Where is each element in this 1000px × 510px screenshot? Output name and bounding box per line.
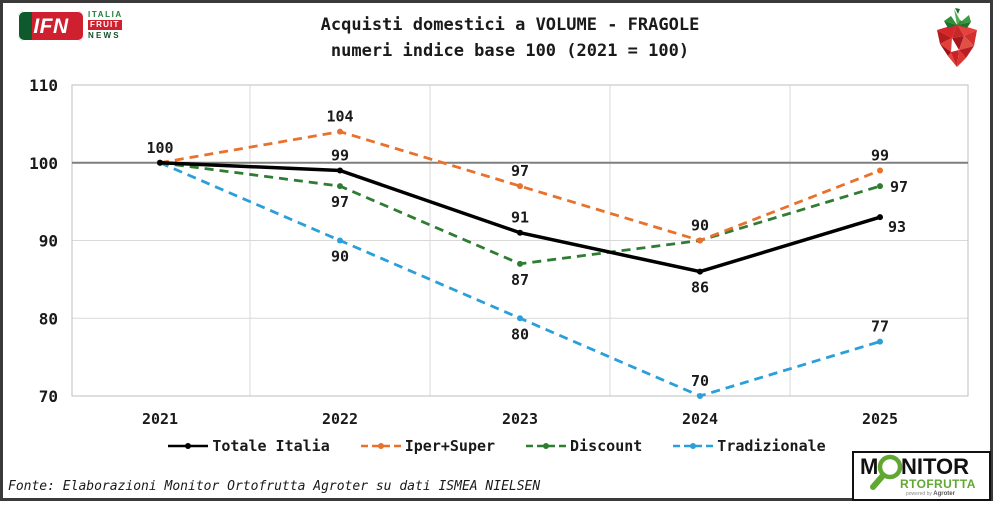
agroter-brand: Agroter — [933, 491, 955, 497]
data-point-label: 99 — [331, 147, 349, 165]
plot-border — [71, 84, 969, 397]
data-point-label: 80 — [511, 325, 529, 343]
y-axis-tick-label: 100 — [29, 154, 58, 173]
source-note: Fonte: Elaborazioni Monitor Ortofrutta A… — [8, 479, 541, 494]
x-axis-category-label: 2021 — [142, 410, 178, 428]
data-point-marker — [697, 393, 703, 399]
magnifier-icon — [870, 454, 903, 490]
legend-line-swatch — [168, 443, 209, 449]
ifn-logo-box: IFN — [18, 11, 84, 41]
data-point-marker — [157, 159, 163, 166]
data-point-label: 87 — [511, 271, 529, 289]
data-point-label: 77 — [871, 318, 889, 336]
chart-title: Acquisti domestici a VOLUME - FRAGOLE — [320, 15, 700, 35]
data-point-marker — [697, 268, 703, 275]
monitor-nitor-letters: NITOR — [901, 454, 970, 479]
data-point-marker — [337, 167, 343, 174]
data-point-marker — [697, 237, 703, 244]
ifn-logo-text: IFN — [33, 14, 69, 38]
data-point-label: 97 — [331, 193, 349, 211]
x-axis-category-label: 2025 — [862, 410, 898, 428]
data-point-marker — [517, 260, 523, 267]
legend-item-totale-italia: Totale Italia — [167, 437, 330, 455]
data-point-marker — [337, 237, 343, 244]
data-point-marker — [517, 315, 523, 322]
y-axis-tick-label: 90 — [39, 232, 58, 251]
legend-label: Iper+Super — [404, 437, 496, 455]
data-point-label: 93 — [888, 218, 906, 236]
ifn-fruit-label: FRUIT — [88, 20, 122, 30]
data-point-label: 70 — [691, 372, 709, 390]
legend-label: Discount — [570, 437, 643, 455]
x-axis-category-label: 2023 — [502, 410, 538, 428]
ifn-logo-side-text: ITALIA FRUIT NEWS — [88, 11, 123, 40]
legend-line-swatch — [360, 443, 401, 449]
y-axis-tick-label: 70 — [39, 387, 58, 406]
strawberry-icon — [937, 8, 977, 67]
chart-subtitle: numeri indice base 100 (2021 = 100) — [330, 41, 690, 61]
data-point-marker — [337, 128, 343, 135]
ifn-logo: IFN ITALIA FRUIT NEWS — [18, 11, 123, 41]
line-chart: 70 80 90 100 110 2021 2022 2023 2024 2025 100 104 99… — [29, 76, 969, 428]
monitor-m-letter: M — [860, 454, 879, 479]
data-point-marker — [517, 229, 523, 236]
data-point-marker — [877, 167, 883, 174]
chart-legend: Totale Italia Iper+Super Discount Tradizion… — [0, 433, 993, 459]
legend-item-iper-super: Iper+Super — [360, 437, 495, 455]
monitor-ortofrutta-logo: M NITOR RTOFRUTTA powered by Agroter — [852, 451, 991, 501]
legend-line-swatch — [673, 443, 714, 449]
data-point-marker — [877, 338, 883, 345]
legend-label: Totale Italia — [212, 437, 330, 455]
data-point-label: 100 — [146, 139, 173, 157]
x-axis-category-label: 2022 — [322, 410, 358, 428]
y-axis-tick-label: 110 — [29, 76, 58, 95]
data-point-label: 91 — [511, 209, 529, 227]
monitor-rtofrutta-letters: RTOFRUTTA — [900, 477, 976, 491]
data-point-marker — [877, 214, 883, 221]
y-axis-tick-label: 80 — [39, 309, 58, 328]
legend-label: Tradizionale — [717, 437, 826, 455]
ifn-italia-label: ITALIA — [88, 10, 123, 19]
data-point-label: 97 — [890, 178, 908, 196]
data-point-label: 86 — [691, 279, 709, 297]
legend-item-discount: Discount — [525, 437, 642, 455]
legend-line-swatch — [526, 443, 567, 449]
legend-item-tradizionale: Tradizionale — [672, 437, 826, 455]
x-axis-category-label: 2024 — [682, 410, 718, 428]
data-point-marker — [877, 183, 883, 190]
series-line-iper-super — [159, 130, 881, 242]
chart-title-block: Acquisti domestici a VOLUME - FRAGOLE nu… — [255, 12, 765, 64]
monitor-powered-by: powered by Agroter — [906, 491, 955, 497]
data-point-label: 90 — [691, 217, 709, 235]
data-point-label: 97 — [511, 162, 529, 180]
data-point-label: 99 — [871, 147, 889, 165]
data-point-label: 90 — [331, 248, 349, 266]
data-point-label: 104 — [326, 108, 353, 126]
data-point-marker — [517, 183, 523, 190]
ifn-news-label: NEWS — [88, 31, 121, 40]
data-point-marker — [337, 183, 343, 190]
